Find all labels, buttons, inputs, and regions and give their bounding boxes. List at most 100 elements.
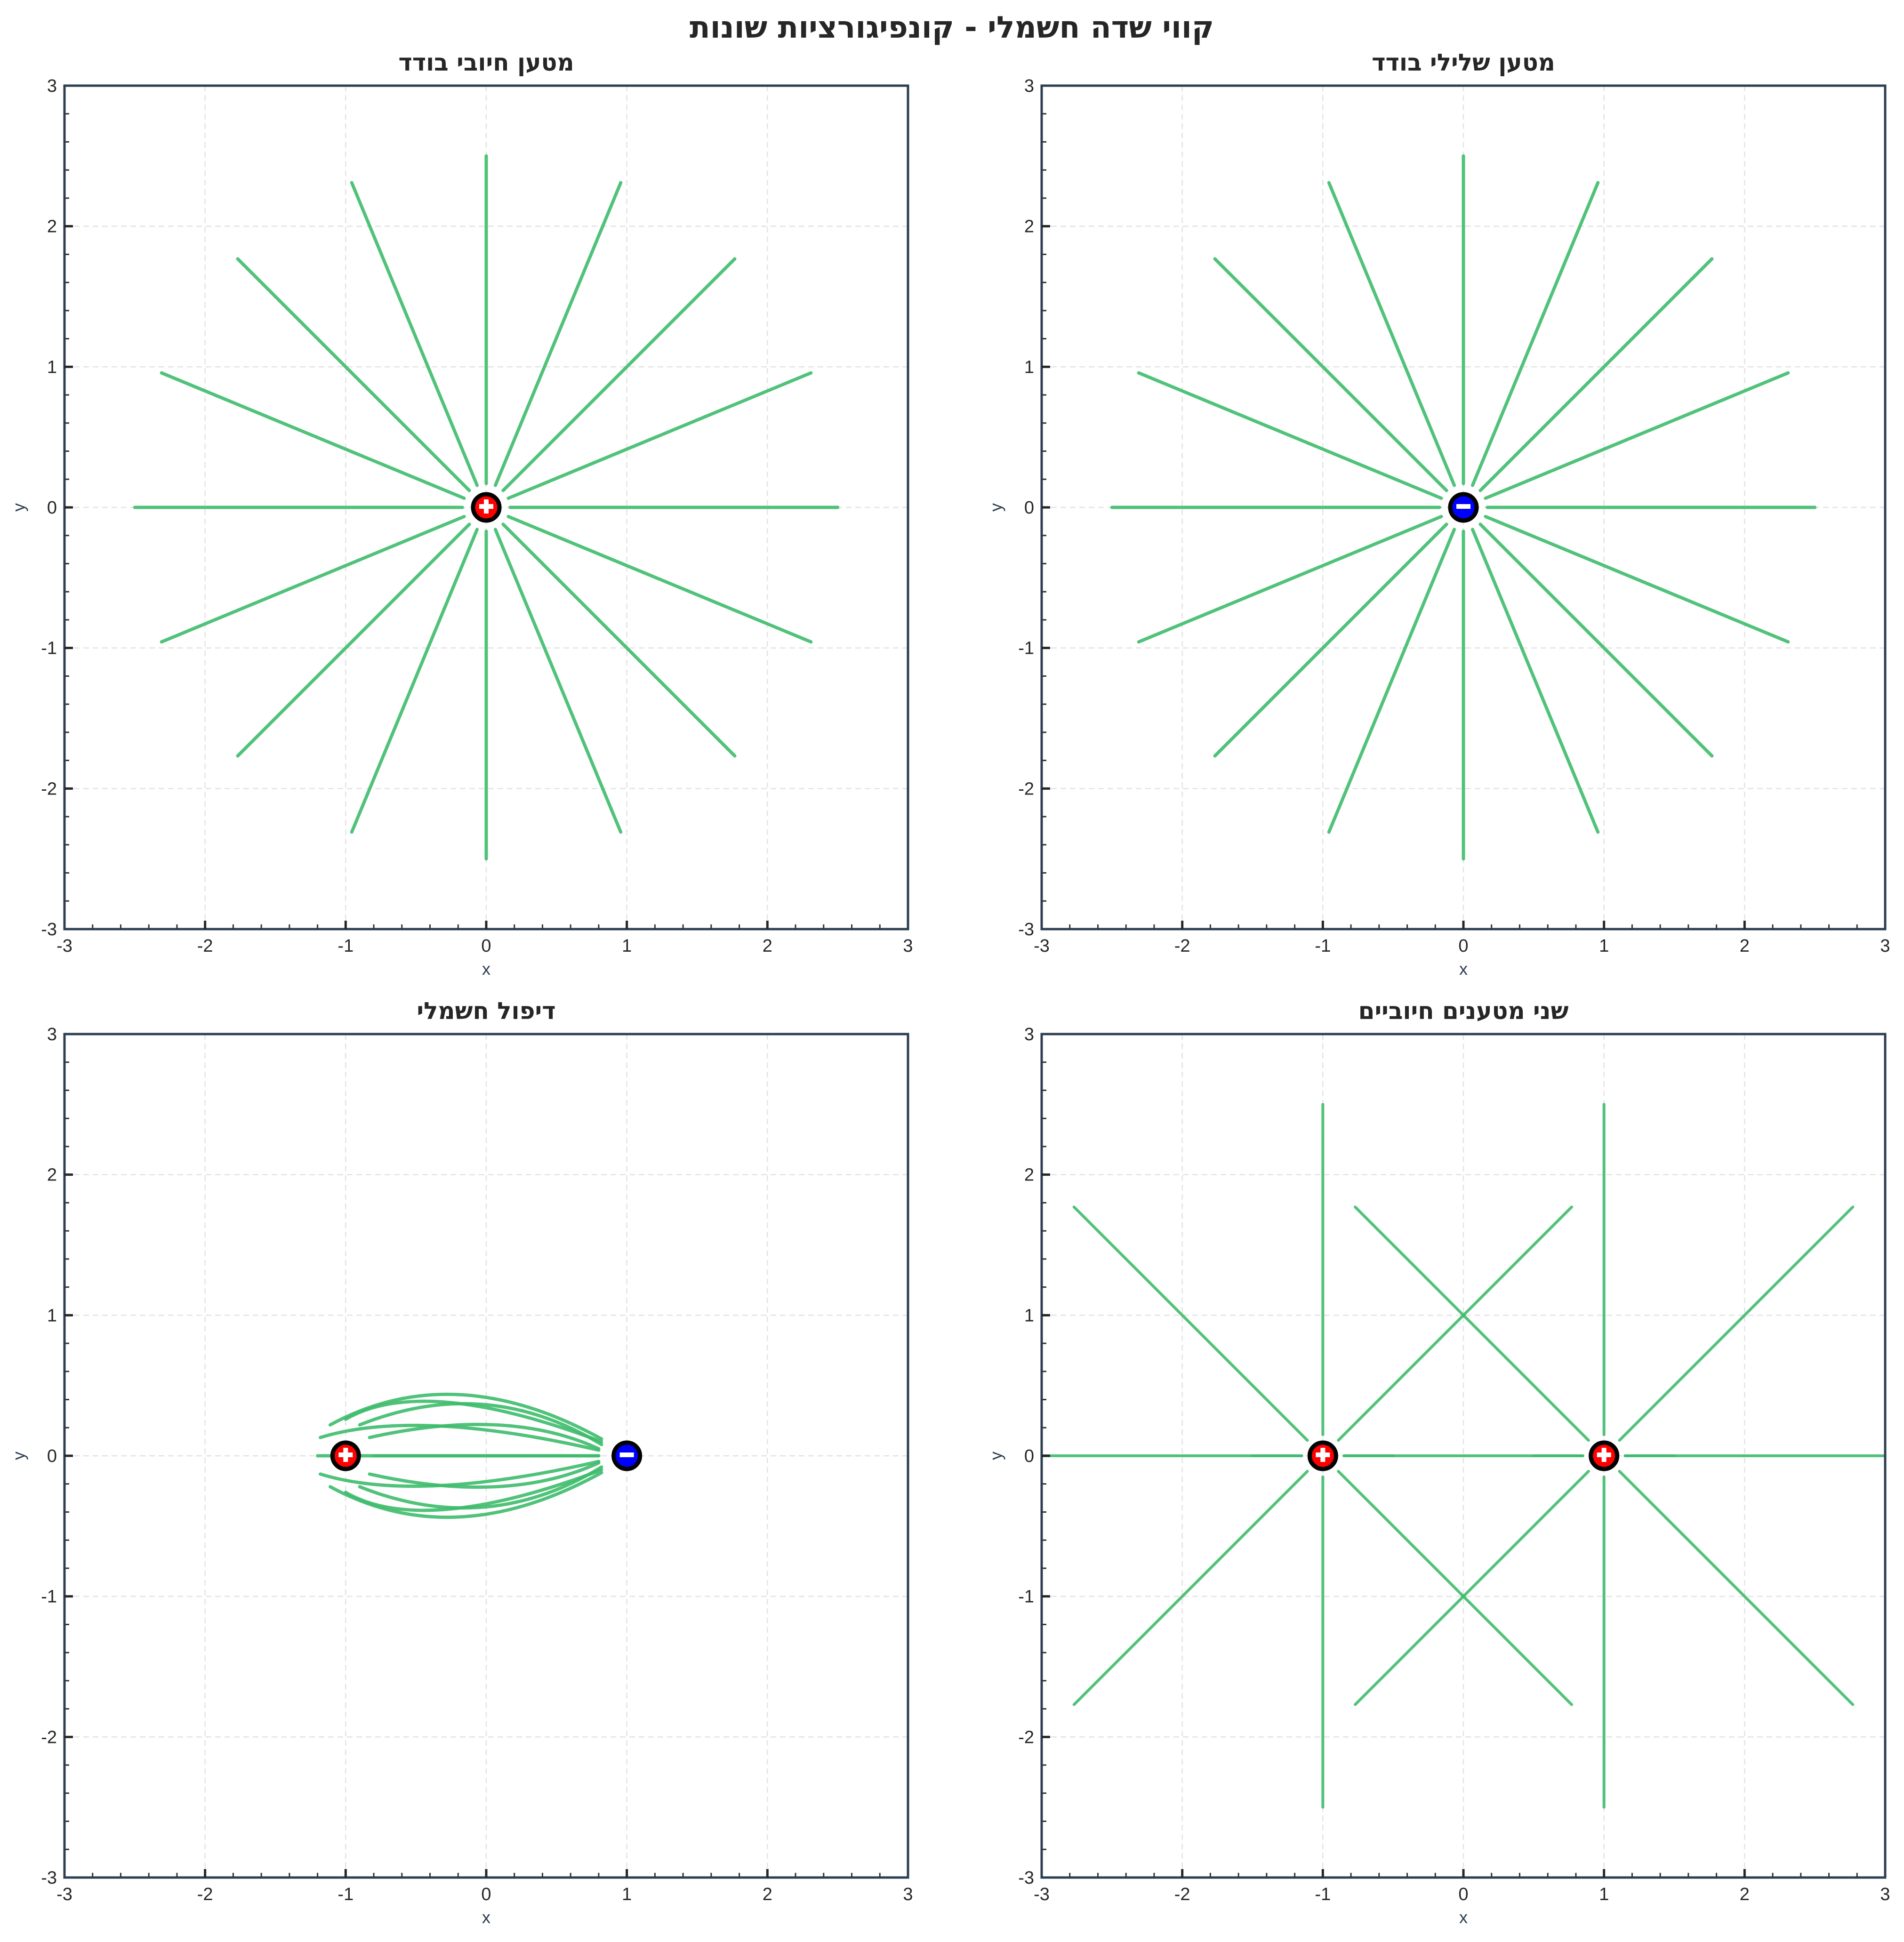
x-axis-label: x [482, 959, 490, 979]
y-axis-label: y [986, 503, 1005, 512]
field-line [328, 1392, 603, 1441]
x-tick-label: 1 [1599, 1885, 1609, 1904]
field-line [319, 1423, 601, 1452]
field-line [501, 257, 737, 492]
negative-charge-icon [1448, 492, 1479, 523]
y-tick-label: 3 [1024, 76, 1034, 96]
positive-charge-icon [1589, 1440, 1620, 1471]
charges [471, 492, 502, 523]
y-tick-label: -3 [1018, 920, 1034, 939]
y-tick-label: 2 [47, 217, 57, 237]
subplot-two-positive: שני מטענים חיוביים -3 -2 -1 0 1 2 3 -3 -2 -1 0 1 2 3 x y [986, 997, 1890, 1927]
x-tick-label: 1 [1599, 936, 1609, 956]
field-line [1072, 1469, 1309, 1706]
y-tick-label: 0 [1024, 498, 1034, 518]
figure-suptitle: קווי שדה חשמלי - קונפיגורציות שונות [690, 10, 1214, 45]
subplot-title: שני מטענים חיוביים [1358, 997, 1569, 1025]
subplot-dipole: דיפול חשמלי -3 -2 -1 0 1 2 3 -3 -2 -1 0 1 2 3 x y [9, 997, 913, 1927]
y-tick-label: 0 [47, 498, 57, 518]
x-tick-label: -3 [56, 1885, 72, 1904]
charges [330, 1440, 643, 1471]
x-tick-label: 1 [622, 936, 632, 956]
field-line [344, 1399, 603, 1444]
field-lines [1110, 154, 1817, 861]
field-line [506, 371, 813, 500]
field-lines [1042, 1103, 1885, 1809]
x-tick-label: -3 [1034, 1885, 1050, 1904]
field-line [328, 1471, 603, 1519]
field-line [1337, 1469, 1573, 1706]
negative-charge-icon [611, 1440, 643, 1471]
field-line [160, 514, 466, 644]
x-tick-label: -1 [337, 1885, 353, 1904]
charges [1307, 1440, 1620, 1471]
field-line [493, 528, 623, 834]
y-tick-label: -2 [1018, 1727, 1034, 1747]
y-tick-label: -2 [41, 1727, 57, 1747]
y-tick-label: 0 [47, 1446, 57, 1466]
x-axis-label: x [1459, 959, 1468, 979]
field-line [319, 1460, 601, 1488]
field-line [1327, 528, 1456, 834]
field-line [493, 181, 623, 487]
y-tick-label: 1 [1024, 1306, 1034, 1325]
y-tick-label: 3 [47, 76, 57, 96]
field-line [1354, 1469, 1590, 1706]
y-tick-label: -1 [1018, 1587, 1034, 1607]
y-tick-label: 2 [47, 1165, 57, 1185]
field-line [1337, 1205, 1573, 1442]
field-line [160, 371, 466, 500]
field-line [1072, 1205, 1309, 1442]
field-line [236, 522, 471, 758]
y-axis-label: y [9, 1452, 28, 1460]
y-tick-label: -3 [41, 1868, 57, 1888]
field-line [1354, 1205, 1590, 1442]
x-tick-label: -1 [1315, 936, 1331, 956]
x-tick-label: 0 [481, 936, 491, 956]
x-tick-label: -2 [197, 936, 213, 956]
field-line [1484, 514, 1790, 644]
y-axis-label: y [9, 503, 28, 512]
x-tick-label: 3 [1880, 936, 1890, 956]
x-axis-label: x [1459, 1908, 1468, 1927]
positive-charge-icon [1307, 1440, 1338, 1471]
field-line [1478, 522, 1714, 758]
field-lines [133, 154, 840, 861]
subplot-single-negative: מטען שלילי בודד -3 -2 -1 0 1 2 3 -3 -2 -1 0 1 2 3 x y [986, 49, 1890, 979]
field-line [1484, 371, 1790, 500]
subplot-title: מטען חיובי בודד [398, 49, 574, 76]
y-tick-label: 1 [47, 357, 57, 377]
x-tick-label: 2 [763, 1885, 772, 1904]
axis-ticks [1042, 1061, 1858, 1878]
field-line [368, 1461, 601, 1489]
charges [1448, 492, 1479, 523]
field-line [1470, 528, 1600, 834]
x-tick-label: -3 [56, 936, 72, 956]
field-line [1213, 257, 1448, 492]
x-tick-label: 3 [903, 1885, 913, 1904]
field-line [358, 1402, 603, 1446]
field-line [506, 514, 813, 644]
field-line [358, 1465, 603, 1510]
axis-ticks [64, 1061, 881, 1878]
y-tick-label: -3 [41, 920, 57, 939]
subplot-title: מטען שלילי בודד [1372, 49, 1555, 76]
field-lines [316, 1392, 603, 1519]
y-tick-label: -3 [1018, 1868, 1034, 1888]
y-tick-label: 3 [1024, 1025, 1034, 1044]
x-tick-label: 2 [763, 936, 772, 956]
y-tick-label: 0 [1024, 1446, 1034, 1466]
field-line [350, 528, 479, 834]
x-tick-label: -1 [1315, 1885, 1331, 1904]
subplots-grid: מטען חיובי בודד -3 -2 -1 0 1 2 3 -3 -2 -1 0 1 2 3 x y מטע… [9, 49, 1890, 1927]
field-line [1137, 371, 1443, 500]
field-line [1327, 181, 1456, 487]
field-line [1470, 181, 1600, 487]
x-tick-label: -2 [1174, 936, 1190, 956]
x-tick-label: -1 [337, 936, 353, 956]
field-line [1618, 1205, 1855, 1442]
y-tick-label: -2 [41, 779, 57, 799]
y-tick-label: -2 [1018, 779, 1034, 799]
y-tick-label: -1 [41, 639, 57, 658]
